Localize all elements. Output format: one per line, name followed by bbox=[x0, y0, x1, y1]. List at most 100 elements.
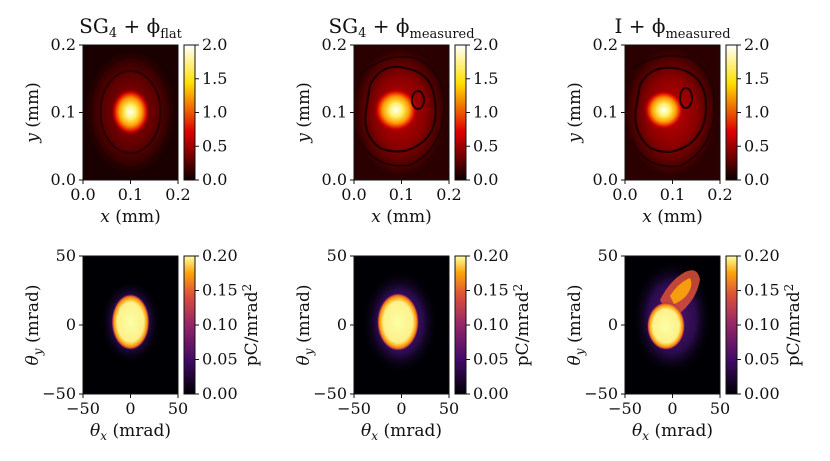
x-axis-label: x (mm) bbox=[642, 207, 703, 227]
y-axis-label: y (mm) bbox=[23, 82, 43, 144]
colorbar-tick-label: 1.0 bbox=[202, 103, 227, 122]
colorbar-top-left bbox=[183, 44, 196, 181]
colorbar-label: pC/mrad2 bbox=[240, 284, 262, 367]
x-tick-label: 0.1 bbox=[118, 185, 143, 204]
x-axis-label: θx (mrad) bbox=[90, 421, 171, 443]
y-tick-label: 0.1 bbox=[322, 103, 347, 122]
colorbar-tick-label: 0.00 bbox=[744, 384, 780, 403]
colorbar-label: pC/mrad2 bbox=[511, 284, 533, 367]
colorbar-tick-label: 0.00 bbox=[473, 384, 509, 403]
colorbar-top-middle bbox=[454, 44, 467, 181]
heatmap-dark-spot bbox=[411, 90, 425, 110]
axis-annotations: 0.0 0.1 0.20.00.10.2x (mm)y (mm)SG4 + ϕfla… bbox=[23, 14, 804, 443]
colorbar-top-right bbox=[725, 44, 738, 181]
x-axis-label: x (mm) bbox=[371, 207, 432, 227]
x-tick-label: 0.0 bbox=[612, 185, 637, 204]
x-tick-label: 0.0 bbox=[70, 185, 95, 204]
heatmap-ring bbox=[99, 70, 162, 154]
heatmap-ring bbox=[359, 55, 445, 167]
colorbar-tick-label: 1.5 bbox=[473, 69, 498, 88]
heatmap-core bbox=[647, 302, 685, 350]
heatmap-dark-spot bbox=[679, 87, 693, 109]
heatmap-core bbox=[111, 89, 150, 135]
colorbar-tick-label: 0.5 bbox=[202, 136, 227, 155]
x-tick-label: 0.2 bbox=[707, 185, 732, 204]
colorbar-gradient bbox=[183, 44, 196, 181]
panel-title: I + ϕmeasured bbox=[614, 14, 730, 42]
x-tick-label: −50 bbox=[66, 399, 100, 418]
colorbar-tick-label: 0.20 bbox=[202, 246, 238, 265]
colorbar-tick-label: 2.0 bbox=[202, 35, 227, 54]
x-tick-label: 0.1 bbox=[389, 185, 414, 204]
colorbar-tick-label: 0.0 bbox=[202, 170, 227, 189]
colorbar-tick-label: 0.15 bbox=[202, 281, 238, 300]
colorbar-tick-label: 1.5 bbox=[744, 69, 769, 88]
colorbar-tick-label: 0.20 bbox=[744, 246, 780, 265]
x-tick-label: −50 bbox=[608, 399, 642, 418]
colorbar-gradient bbox=[183, 255, 196, 395]
colorbar-tick-label: 2.0 bbox=[473, 35, 498, 54]
y-tick-label: −50 bbox=[42, 384, 76, 403]
panel-bottom-middle bbox=[353, 255, 450, 395]
y-axis-label: θy (mrad) bbox=[23, 285, 45, 366]
y-tick-label: −50 bbox=[584, 384, 618, 403]
colorbar-tick-label: 0.05 bbox=[202, 350, 238, 369]
y-axis-label: θy (mrad) bbox=[294, 285, 316, 366]
y-tick-label: 0.1 bbox=[593, 103, 618, 122]
colorbar-tick-label: 0.5 bbox=[744, 136, 769, 155]
colorbar-gradient bbox=[725, 44, 738, 181]
panel-title: SG4 + ϕmeasured bbox=[328, 14, 474, 42]
x-tick-label: 0.0 bbox=[341, 185, 366, 204]
colorbar-tick-label: 0.0 bbox=[744, 170, 769, 189]
colorbar-tick-label: 0.00 bbox=[202, 384, 238, 403]
heatmap-core bbox=[111, 294, 150, 350]
colorbar-tick-label: 1.5 bbox=[202, 69, 227, 88]
colorbar-bottom-middle bbox=[454, 255, 467, 395]
y-tick-label: 0.2 bbox=[593, 35, 618, 54]
colorbar-gradient bbox=[454, 44, 467, 181]
colorbar-label: pC/mrad2 bbox=[782, 284, 804, 367]
y-tick-label: 50 bbox=[598, 246, 618, 265]
colorbar-tick-label: 0.0 bbox=[473, 170, 498, 189]
y-tick-label: 50 bbox=[56, 246, 76, 265]
colorbar-tick-label: 0.15 bbox=[744, 281, 780, 300]
colorbar-tick-label: 0.10 bbox=[202, 315, 238, 334]
y-tick-label: 0 bbox=[608, 315, 618, 334]
colorbar-tick-label: 0.05 bbox=[744, 350, 780, 369]
y-axis-label: y (mm) bbox=[294, 82, 314, 144]
x-axis-label: θx (mrad) bbox=[632, 421, 713, 443]
heatmap-ring bbox=[364, 65, 437, 153]
colorbar-tick-label: 0.10 bbox=[744, 315, 780, 334]
y-tick-label: 0.2 bbox=[51, 35, 76, 54]
x-tick-label: 0 bbox=[396, 399, 406, 418]
x-tick-label: −50 bbox=[337, 399, 371, 418]
colorbar-tick-label: 2.0 bbox=[744, 35, 769, 54]
colorbar-tick-label: 0.20 bbox=[473, 246, 509, 265]
heatmap-core bbox=[374, 88, 418, 132]
y-tick-label: 0.2 bbox=[322, 35, 347, 54]
x-axis-label: x (mm) bbox=[100, 207, 161, 227]
x-tick-label: 50 bbox=[710, 399, 730, 418]
colorbar-gradient bbox=[454, 255, 467, 395]
y-axis-label: y (mm) bbox=[565, 82, 585, 144]
panel-bottom-right bbox=[624, 255, 721, 395]
colorbar-tick-label: 0.05 bbox=[473, 350, 509, 369]
panel-top-middle bbox=[353, 44, 450, 181]
panel-title: SG4 + ϕflat bbox=[79, 14, 182, 42]
y-tick-label: 0.0 bbox=[51, 170, 76, 189]
colorbar-tick-label: 0.10 bbox=[473, 315, 509, 334]
panel-top-right bbox=[624, 44, 721, 181]
colorbar-tick-label: 0.15 bbox=[473, 281, 509, 300]
y-tick-label: 0 bbox=[337, 315, 347, 334]
colorbar-tick-label: 0.5 bbox=[473, 136, 498, 155]
y-tick-label: −50 bbox=[313, 384, 347, 403]
x-tick-label: 0.1 bbox=[660, 185, 685, 204]
colorbar-tick-label: 1.0 bbox=[473, 103, 498, 122]
x-tick-label: 0 bbox=[667, 399, 677, 418]
heatmap-core bbox=[377, 293, 419, 351]
x-tick-label: 0.2 bbox=[165, 185, 190, 204]
colorbar-tick-label: 1.0 bbox=[744, 103, 769, 122]
heatmap-ring bbox=[629, 54, 715, 168]
heatmap-core bbox=[644, 90, 684, 130]
